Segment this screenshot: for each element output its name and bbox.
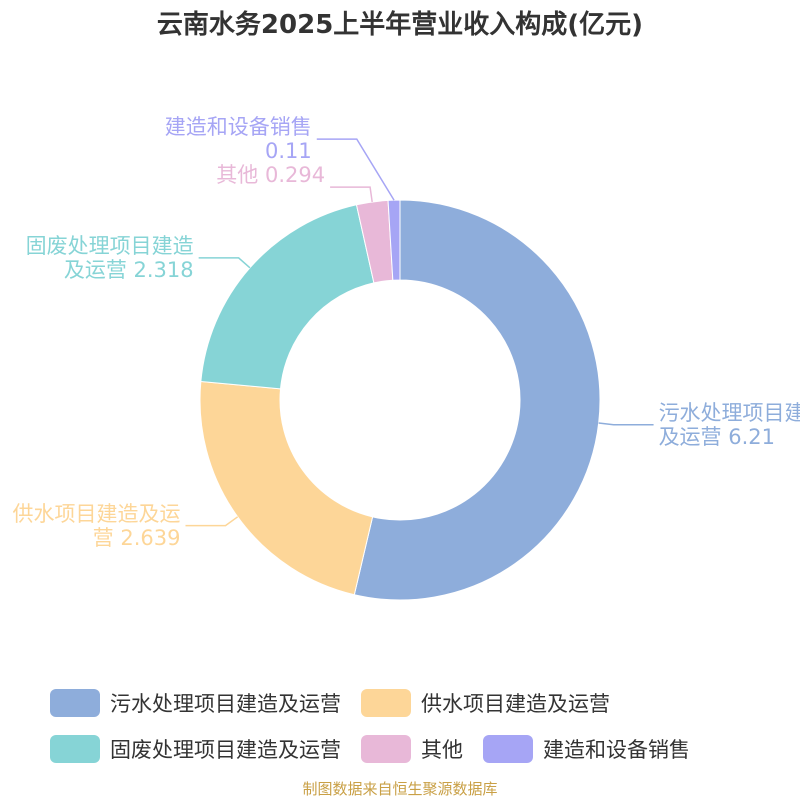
legend-swatch (50, 735, 100, 763)
legend-label: 建造和设备销售 (543, 738, 690, 762)
label-value: 2.318 (133, 257, 194, 282)
legend-item: 污水处理项目建造及运营 (50, 688, 341, 718)
source-note: 制图数据来自恒生聚源数据库 (302, 780, 498, 798)
legend-item: 固废处理项目建造及运营 (50, 734, 341, 764)
label-name: 建造和设备销售 (164, 115, 312, 140)
slice (353, 199, 601, 601)
label-name: 其他 (216, 163, 259, 188)
legend-item: 其他 (361, 734, 463, 764)
legend: 污水处理项目建造及运营 供水项目建造及运营固废处理项目建造及运营 其他 建造和设备销售 (50, 688, 770, 764)
label-value: 2.639 (120, 525, 181, 550)
legend-item: 供水项目建造及运营 (361, 688, 610, 718)
label-name: 固废处理项目建造及运营 (25, 233, 194, 282)
legend-label: 供水项目建造及运营 (421, 692, 610, 716)
leader-line (330, 186, 373, 203)
data-label: 固废处理项目建造及运营 2.318 (14, 234, 194, 282)
leader-line (316, 138, 395, 201)
data-label: 其他 0.294 (145, 163, 325, 187)
leader-line (598, 422, 654, 426)
legend-item: 建造和设备销售 (483, 734, 690, 764)
data-label: 建造和设备销售 0.11 (132, 115, 312, 163)
slice (200, 204, 375, 390)
label-name: 污水处理项目建造及运营 (658, 400, 800, 449)
label-name: 供水项目建造及运营 (12, 501, 181, 550)
label-value: 0.294 (264, 163, 326, 188)
chart-title: 云南水务2025上半年营业收入构成(亿元) (156, 10, 644, 40)
data-label: 供水项目建造及运营 2.639 (0, 502, 180, 550)
data-label: 污水处理项目建造及运营 6.21 (659, 401, 800, 449)
leader-line (185, 516, 239, 527)
legend-label: 固废处理项目建造及运营 (110, 738, 341, 762)
legend-swatch (361, 689, 411, 717)
slice (199, 380, 374, 596)
label-value: 0.11 (265, 139, 312, 164)
leader-line (198, 257, 251, 269)
legend-swatch (483, 735, 533, 763)
legend-swatch (50, 689, 100, 717)
label-value: 6.21 (728, 424, 776, 449)
legend-swatch (361, 735, 411, 763)
slice (387, 199, 401, 281)
legend-label: 污水处理项目建造及运营 (110, 692, 341, 716)
legend-label: 其他 (421, 738, 463, 762)
